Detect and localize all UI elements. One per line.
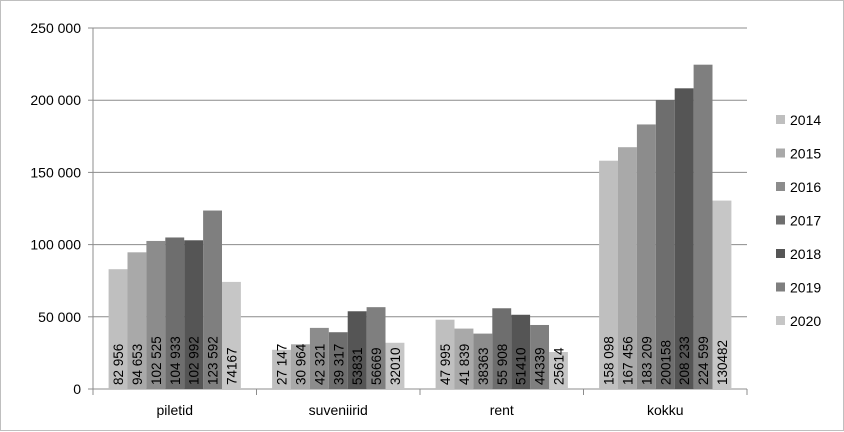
y-tick-label: 50 000	[38, 309, 81, 325]
bar	[636, 124, 656, 390]
bar	[693, 64, 713, 389]
legend-swatch	[776, 215, 785, 225]
data-label: 74167	[224, 347, 239, 385]
data-label: 200158	[658, 340, 673, 385]
bar	[272, 349, 291, 389]
bar	[599, 160, 618, 389]
bar	[127, 252, 147, 389]
data-label: 27 147	[275, 344, 290, 385]
data-label: 167 456	[620, 336, 635, 385]
x-tick-label: rent	[490, 402, 514, 418]
bar	[712, 200, 732, 389]
y-tick-label: 0	[73, 381, 81, 397]
y-tick-label: 250 000	[30, 20, 81, 36]
data-label: 53831	[350, 347, 365, 385]
data-label: 94 653	[130, 344, 145, 385]
legend-label: 2016	[790, 179, 821, 195]
bar	[385, 342, 405, 389]
bar	[328, 332, 348, 389]
data-label: 82 956	[111, 344, 126, 385]
bar	[184, 240, 204, 389]
legend-swatch	[776, 182, 785, 191]
data-label: 41 839	[457, 344, 472, 385]
x-tick-label: piletid	[156, 402, 193, 418]
data-label: 32010	[388, 347, 403, 385]
x-tick-label: suveniirid	[309, 402, 368, 418]
bar	[435, 319, 455, 389]
data-label: 39 317	[331, 344, 346, 385]
bar	[366, 307, 386, 389]
bar	[146, 240, 166, 389]
data-label: 158 098	[602, 336, 617, 385]
bar	[108, 269, 128, 389]
bar	[222, 281, 241, 389]
data-label: 183 209	[639, 336, 654, 385]
legend-label: 2014	[790, 112, 821, 128]
bar	[674, 88, 694, 389]
data-label: 104 933	[168, 336, 183, 385]
legend-label: 2018	[790, 246, 821, 262]
data-label: 102 992	[187, 336, 202, 385]
data-label: 51410	[514, 347, 529, 385]
data-label: 42 321	[312, 344, 327, 385]
legend-label: 2020	[790, 313, 821, 329]
bar	[492, 308, 512, 389]
legend-swatch	[776, 148, 785, 158]
data-label: 123 592	[206, 336, 221, 385]
data-label: 25614	[551, 347, 566, 385]
x-tick-label: kokku	[647, 402, 684, 418]
bar	[291, 344, 310, 389]
data-label: 208 233	[677, 336, 692, 385]
legend-swatch	[776, 282, 785, 292]
data-label: 47 995	[438, 344, 453, 385]
legend-label: 2019	[790, 280, 821, 296]
data-label: 44339	[533, 347, 548, 385]
legend-swatch	[776, 115, 785, 124]
bar	[165, 237, 185, 389]
data-label: 224 599	[696, 336, 711, 385]
data-label: 56669	[369, 347, 384, 385]
data-label: 55 908	[495, 344, 510, 385]
bar	[454, 328, 474, 389]
legend-label: 2015	[790, 146, 821, 162]
bar	[347, 311, 367, 389]
bar	[473, 333, 493, 389]
y-tick-label: 100 000	[30, 237, 81, 253]
bar	[549, 352, 568, 389]
legend-swatch	[776, 249, 785, 258]
y-tick-label: 150 000	[30, 164, 81, 180]
bar	[203, 210, 222, 389]
data-label: 38363	[476, 347, 491, 385]
y-tick-label: 200 000	[30, 92, 81, 108]
bar	[309, 327, 329, 389]
legend-swatch	[776, 316, 785, 325]
data-label: 102 525	[149, 336, 164, 385]
legend-label: 2017	[790, 213, 821, 229]
bar	[511, 314, 531, 389]
bar	[530, 324, 549, 389]
bar	[618, 147, 637, 389]
data-label: 130482	[715, 340, 730, 385]
bar	[655, 99, 675, 389]
data-label: 30 964	[293, 343, 308, 385]
